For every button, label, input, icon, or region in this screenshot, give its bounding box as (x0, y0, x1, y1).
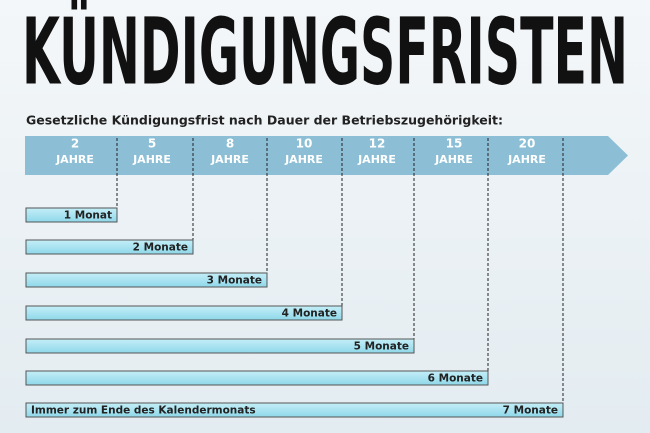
notice-label: 4 Monate (282, 308, 337, 320)
content: 2 JAHRE 5 JAHRE 8 JAHRE 10 JAHRE 12 JAHRE 15 JAHRE 2… (25, 137, 564, 418)
period-number: 5 (148, 137, 156, 151)
period-number: 20 (519, 137, 536, 151)
notice-bar (25, 370, 489, 386)
notice-label: 7 Monate (503, 405, 558, 417)
period-number: 10 (296, 137, 313, 151)
timeline-arrow (25, 136, 628, 175)
period-unit: JAHRE (132, 153, 171, 166)
period-unit: JAHRE (284, 153, 323, 166)
period-number: 12 (369, 137, 386, 151)
notice-label: 6 Monate (428, 373, 483, 385)
title: KÜNDIGUNGSFRISTEN (22, 0, 628, 105)
notice-bar (25, 305, 343, 321)
note: Immer zum Ende des Kalendermonats (31, 405, 256, 417)
period-unit: JAHRE (434, 153, 473, 166)
period-number: 2 (71, 137, 79, 151)
notice-bar (25, 239, 194, 255)
notice-bar (25, 207, 118, 223)
period-unit: JAHRE (55, 153, 94, 166)
notice-label: 2 Monate (133, 242, 188, 254)
notice-bar (25, 272, 268, 288)
notice-label: 3 Monate (207, 275, 262, 287)
period-unit: JAHRE (507, 153, 546, 166)
notice-label: 1 Monat (64, 210, 112, 222)
notice-label: 5 Monate (354, 341, 409, 353)
period-number: 15 (446, 137, 463, 151)
notice-bar (25, 338, 415, 354)
notice-bar (25, 402, 564, 418)
period-number: 8 (226, 137, 234, 151)
subtitle: Gesetzliche Kündigungsfrist nach Dauer d… (26, 113, 503, 128)
period-unit: JAHRE (210, 153, 249, 166)
period-unit: JAHRE (357, 153, 396, 166)
